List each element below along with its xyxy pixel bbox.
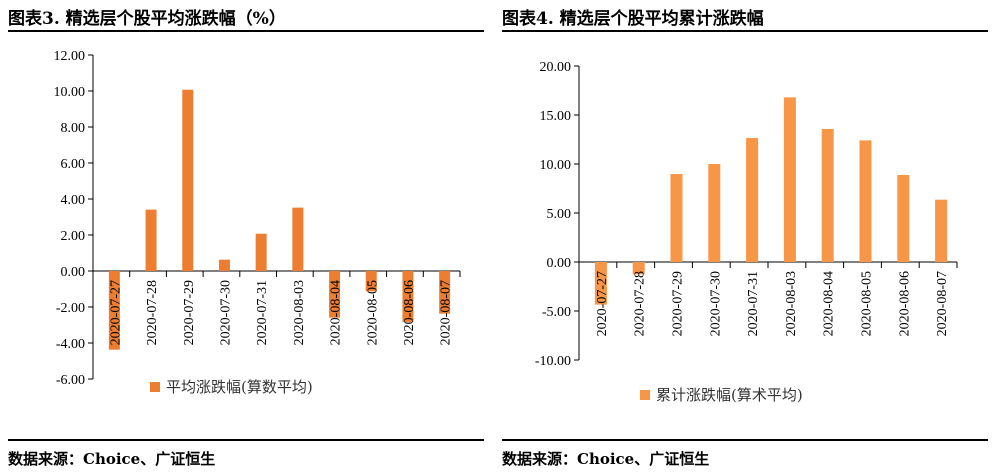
x-tick-label: 2020-08-04 [822, 271, 837, 336]
x-tick-label: 2020-08-04 [329, 280, 344, 345]
bar-2020-07-28 [145, 209, 157, 271]
footer-rule-right [502, 439, 988, 441]
title-rule-right [502, 30, 988, 32]
bar-2020-08-04 [821, 129, 834, 262]
x-tick-label: 2020-07-31 [255, 280, 270, 345]
x-tick-label: 2020-08-06 [402, 280, 417, 345]
bar-2020-07-30 [708, 164, 721, 262]
bar-2020-07-31 [255, 233, 267, 271]
x-tick-label: 2020-07-30 [218, 280, 233, 345]
bar-2020-07-27 [108, 271, 120, 350]
bar-2020-08-03 [783, 97, 796, 262]
y-tick-label: 12.00 [54, 49, 86, 64]
chart-title-left: 图表3. 精选层个股平均涨跌幅（%） [8, 9, 286, 29]
x-tick-label: 2020-07-29 [182, 280, 197, 345]
x-tick-label: 2020-07-30 [708, 271, 723, 336]
legend-label: 平均涨跌幅(算数平均) [166, 378, 313, 396]
x-tick-label: 2020-08-07 [935, 271, 950, 336]
y-tick-label: -6.00 [56, 373, 85, 388]
x-tick-label: 2020-08-03 [292, 280, 307, 345]
source-right: 数据来源：Choice、广证恒生 [502, 450, 710, 468]
x-tick-label: 2020-08-05 [365, 280, 380, 345]
x-tick-label: 2020-07-28 [633, 271, 648, 336]
chart-title-right: 图表4. 精选层个股平均累计涨跌幅 [502, 9, 764, 29]
x-tick-label: 2020-08-05 [860, 271, 875, 336]
bar-2020-08-03 [292, 207, 304, 271]
y-tick-label: 2.00 [61, 229, 86, 244]
bar-2020-08-04 [329, 271, 341, 318]
bar-2020-08-07 [935, 199, 948, 262]
x-tick-label: 2020-07-31 [746, 271, 761, 336]
bar-2020-07-29 [182, 89, 194, 272]
x-tick-label: 2020-07-28 [145, 280, 160, 345]
y-tick-label: 6.00 [61, 157, 86, 172]
x-tick-label: 2020-08-03 [784, 271, 799, 336]
y-tick-label: 5.00 [547, 207, 572, 222]
y-tick-label: 10.00 [540, 158, 572, 173]
y-tick-label: -5.00 [542, 305, 571, 320]
bar-2020-07-29 [670, 173, 683, 262]
bar-2020-08-05 [859, 140, 872, 262]
x-tick-label: 2020-07-27 [108, 280, 123, 345]
bar-2020-08-05 [365, 271, 377, 292]
x-tick-label: 2020-07-29 [671, 271, 686, 336]
legend-label: 累计涨跌幅(算术平均) [656, 386, 803, 404]
x-tick-label: 2020-07-27 [595, 271, 610, 336]
legend-swatch [150, 382, 160, 392]
y-tick-label: -4.00 [56, 337, 85, 352]
y-tick-label: 4.00 [61, 193, 86, 208]
bar-2020-08-06 [402, 271, 414, 322]
y-tick-label: 15.00 [540, 109, 572, 124]
x-tick-label: 2020-08-07 [439, 280, 454, 345]
y-tick-label: 0.00 [61, 265, 86, 280]
y-tick-label: 20.00 [540, 60, 572, 75]
bar-2020-07-31 [746, 138, 759, 262]
bar-2020-07-27 [594, 262, 607, 305]
x-tick-label: 2020-08-06 [897, 271, 912, 336]
bar-2020-08-07 [439, 271, 451, 314]
y-tick-label: 8.00 [61, 121, 86, 136]
title-rule-left [8, 30, 484, 32]
bar-2020-07-28 [632, 262, 645, 275]
source-left: 数据来源：Choice、广证恒生 [8, 450, 216, 468]
y-tick-label: -2.00 [56, 301, 85, 316]
y-tick-label: 10.00 [54, 85, 86, 100]
y-tick-label: -10.00 [535, 354, 571, 369]
bar-2020-08-06 [897, 174, 910, 262]
bar-2020-07-30 [218, 259, 230, 271]
y-tick-label: 0.00 [547, 256, 572, 271]
footer-rule-left [8, 439, 484, 441]
legend-swatch [640, 390, 650, 400]
